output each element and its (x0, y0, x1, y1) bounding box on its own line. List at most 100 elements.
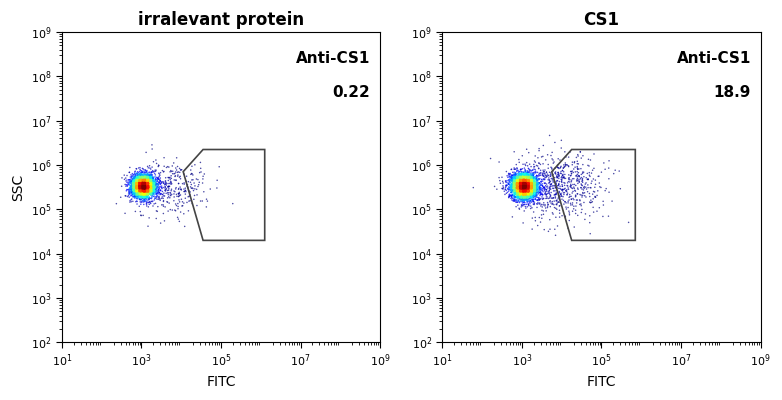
Point (523, 180, 536, 186)
Point (530, 190, 543, 196)
Point (128, 180, 141, 187)
Point (518, 186, 530, 192)
Point (526, 183, 539, 190)
Point (149, 179, 161, 185)
Point (145, 186, 157, 193)
Point (135, 185, 148, 191)
Point (533, 145, 545, 152)
Point (138, 181, 151, 188)
Point (141, 193, 153, 200)
Point (137, 191, 149, 197)
Point (139, 178, 152, 184)
Point (127, 185, 139, 192)
Point (127, 182, 140, 189)
Point (546, 166, 558, 172)
Point (125, 186, 138, 193)
Point (520, 186, 533, 192)
Point (511, 182, 524, 188)
Point (516, 170, 529, 176)
Point (142, 181, 154, 187)
Point (516, 184, 529, 190)
Point (516, 192, 529, 198)
Point (518, 182, 530, 189)
Point (515, 191, 528, 197)
Point (135, 177, 147, 184)
Point (536, 192, 549, 198)
Point (127, 188, 140, 194)
Point (137, 188, 149, 194)
Point (510, 187, 522, 193)
Point (508, 190, 520, 196)
Point (525, 179, 537, 186)
Point (529, 180, 542, 186)
Point (140, 181, 152, 187)
Point (527, 176, 540, 182)
Point (135, 183, 148, 190)
Point (518, 172, 531, 178)
Point (536, 195, 549, 202)
Point (500, 178, 512, 184)
Point (135, 182, 147, 188)
Point (522, 178, 534, 184)
Point (139, 177, 152, 183)
Point (518, 188, 531, 194)
Point (521, 187, 533, 194)
Point (523, 192, 536, 198)
Point (515, 172, 528, 178)
Point (519, 176, 532, 182)
Point (558, 191, 570, 198)
Point (517, 178, 529, 185)
Point (518, 192, 530, 198)
Point (147, 175, 160, 182)
Point (509, 190, 522, 196)
Point (519, 184, 532, 191)
Point (510, 172, 522, 179)
Point (144, 183, 156, 189)
Point (508, 183, 521, 190)
Point (147, 185, 160, 192)
Point (140, 178, 152, 184)
Point (137, 189, 149, 196)
Point (514, 188, 526, 194)
Point (512, 185, 525, 192)
Point (566, 200, 579, 206)
Point (519, 179, 532, 185)
Point (127, 184, 139, 190)
Point (577, 187, 590, 193)
Point (138, 180, 151, 187)
Point (135, 179, 147, 185)
Point (142, 187, 154, 193)
Point (145, 172, 158, 179)
Point (138, 191, 150, 197)
Point (516, 170, 529, 176)
Point (518, 180, 530, 186)
Point (138, 181, 151, 188)
Point (149, 176, 162, 182)
Point (537, 173, 550, 179)
Point (131, 179, 144, 185)
Point (144, 181, 156, 188)
Point (143, 182, 156, 188)
Point (523, 173, 536, 180)
Point (515, 176, 527, 183)
Point (527, 190, 540, 196)
Point (515, 182, 528, 188)
Point (506, 189, 518, 195)
Point (146, 181, 159, 188)
Point (522, 191, 534, 198)
Point (152, 193, 164, 199)
Point (514, 186, 526, 193)
Point (522, 174, 535, 180)
Point (127, 185, 140, 192)
Point (518, 186, 530, 192)
Point (124, 179, 137, 186)
Point (141, 187, 153, 193)
Point (522, 190, 534, 197)
Point (135, 177, 147, 183)
Point (528, 187, 540, 193)
Point (141, 187, 153, 193)
Point (503, 194, 515, 201)
Point (133, 187, 145, 193)
Point (140, 181, 152, 188)
Point (145, 177, 158, 184)
